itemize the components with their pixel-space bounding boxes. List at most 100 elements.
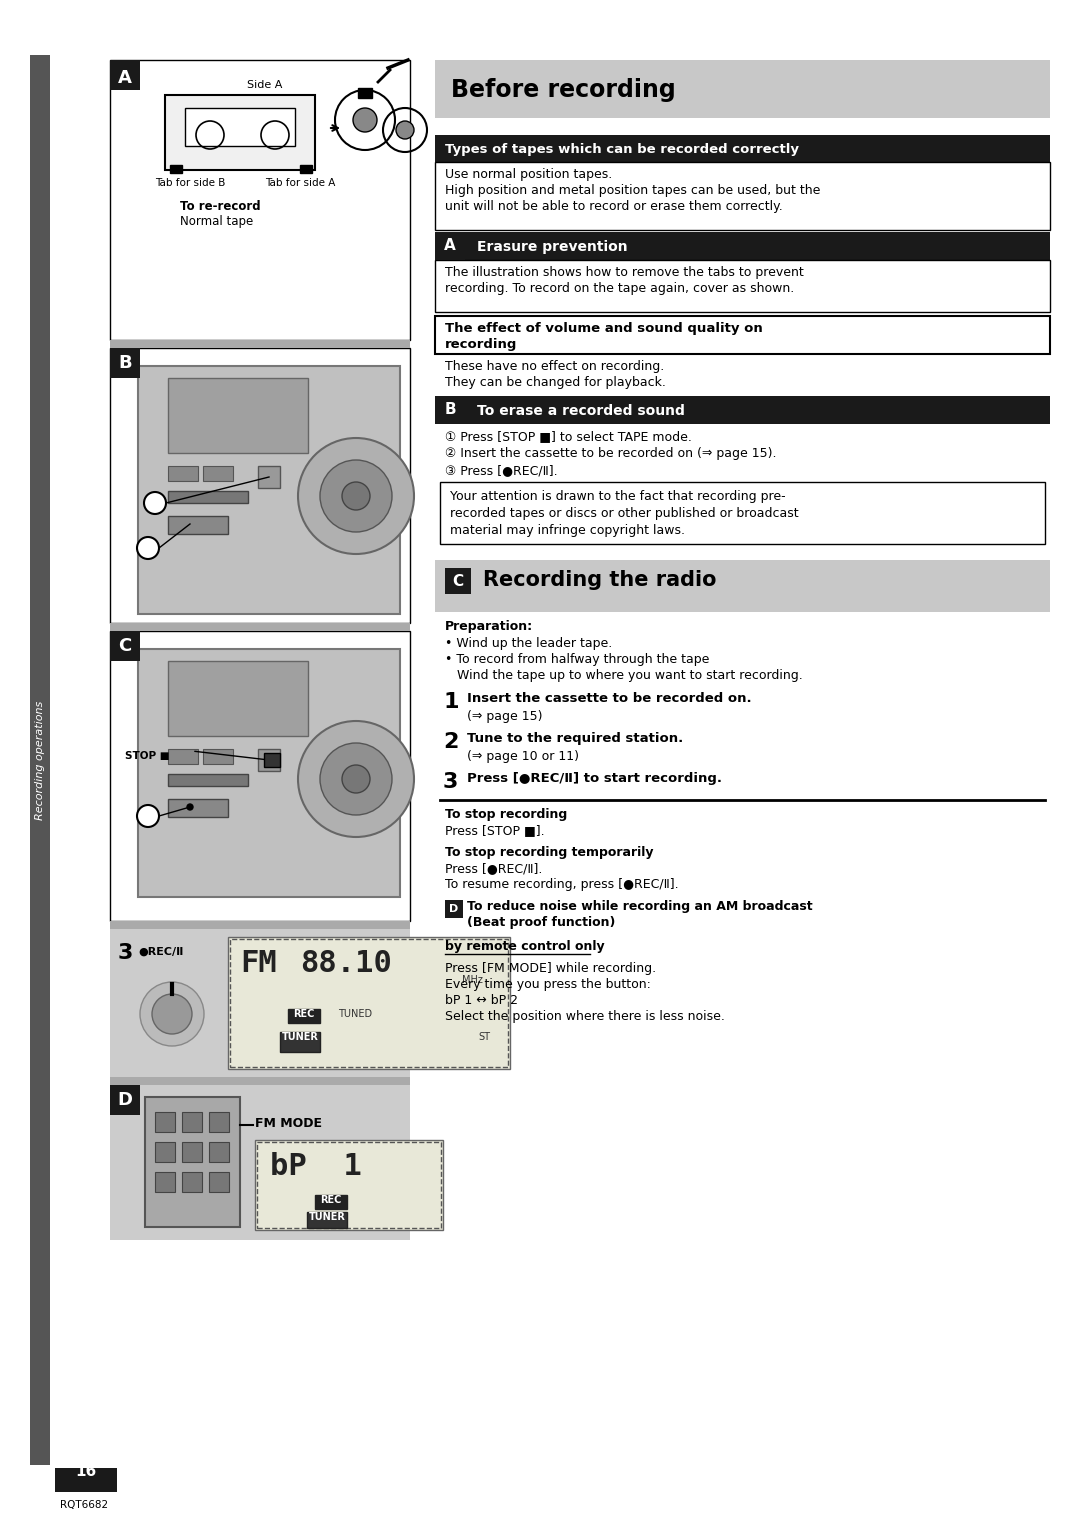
- Bar: [110, 631, 410, 921]
- Text: The effect of volume and sound quality on: The effect of volume and sound quality o…: [445, 322, 762, 336]
- Text: (⇒ page 10 or 11): (⇒ page 10 or 11): [467, 750, 579, 762]
- Text: Side A: Side A: [247, 79, 283, 90]
- Text: A: A: [118, 69, 132, 87]
- Text: bP 1 ↔ bP 2: bP 1 ↔ bP 2: [445, 994, 518, 1007]
- Text: Press [FM MODE] while recording.: Press [FM MODE] while recording.: [445, 962, 657, 974]
- Text: TUNED: TUNED: [338, 1010, 373, 1019]
- Text: RQT6682: RQT6682: [60, 1501, 108, 1510]
- Text: Types of tapes which can be recorded correctly: Types of tapes which can be recorded cor…: [445, 143, 799, 156]
- Circle shape: [342, 482, 370, 509]
- Bar: [168, 491, 248, 503]
- Text: Recording the radio: Recording the radio: [483, 570, 716, 590]
- Bar: [280, 1032, 320, 1052]
- Bar: [138, 366, 400, 615]
- Text: Preparation:: Preparation:: [445, 621, 534, 633]
- Bar: [192, 226, 268, 294]
- Bar: [30, 55, 50, 1466]
- Text: recording: recording: [445, 339, 517, 351]
- Text: Normal tape: Normal tape: [180, 215, 253, 229]
- Bar: [258, 749, 280, 772]
- Text: • Wind up the leader tape.: • Wind up the leader tape.: [445, 637, 612, 650]
- Bar: [435, 259, 1050, 313]
- Circle shape: [140, 982, 204, 1046]
- Circle shape: [137, 805, 159, 827]
- Circle shape: [298, 438, 414, 554]
- Bar: [110, 59, 140, 90]
- Bar: [435, 396, 465, 424]
- Bar: [228, 936, 510, 1069]
- Text: 3: 3: [443, 772, 458, 791]
- Bar: [435, 232, 1050, 259]
- Circle shape: [320, 461, 392, 532]
- Bar: [138, 650, 400, 897]
- Text: REC: REC: [294, 1010, 314, 1019]
- Bar: [168, 799, 228, 817]
- Circle shape: [342, 766, 370, 793]
- Text: They can be changed for playback.: They can be changed for playback.: [445, 377, 666, 389]
- Bar: [288, 1010, 320, 1023]
- Text: The illustration shows how to remove the tabs to prevent: The illustration shows how to remove the…: [445, 265, 804, 279]
- Text: REC: REC: [321, 1196, 341, 1205]
- Text: These have no effect on recording.: These have no effect on recording.: [445, 360, 664, 374]
- Bar: [168, 749, 198, 764]
- Bar: [440, 482, 1045, 544]
- Text: FM MODE: FM MODE: [255, 1116, 322, 1130]
- Text: C: C: [119, 637, 132, 656]
- Text: Press [STOP ■].: Press [STOP ■].: [445, 824, 544, 837]
- Text: Insert the cassette to be recorded on.: Insert the cassette to be recorded on.: [467, 692, 752, 705]
- Text: 3: 3: [118, 942, 133, 962]
- Bar: [255, 1141, 443, 1231]
- Text: B: B: [444, 403, 456, 418]
- Text: To resume recording, press [●REC/Ⅱ].: To resume recording, press [●REC/Ⅱ].: [445, 878, 678, 891]
- Text: Select the position where there is less noise.: Select the position where there is less …: [445, 1010, 725, 1023]
- Text: Tune to the required station.: Tune to the required station.: [467, 732, 684, 746]
- Text: 16: 16: [76, 1464, 96, 1479]
- Text: High position and metal position tapes can be used, but the: High position and metal position tapes c…: [445, 185, 821, 197]
- Bar: [110, 1077, 410, 1084]
- Text: unit will not be able to record or erase them correctly.: unit will not be able to record or erase…: [445, 200, 783, 214]
- Bar: [315, 1196, 347, 1209]
- Bar: [435, 59, 1050, 117]
- Circle shape: [144, 493, 166, 514]
- Text: To re-record: To re-record: [180, 200, 260, 214]
- Bar: [110, 1084, 140, 1115]
- Text: C: C: [453, 573, 463, 589]
- Bar: [230, 939, 508, 1068]
- Bar: [435, 560, 1050, 612]
- Text: D: D: [118, 1090, 133, 1109]
- Text: (Beat proof function): (Beat proof function): [467, 917, 616, 929]
- Text: 3: 3: [145, 543, 151, 554]
- Bar: [168, 467, 198, 480]
- Bar: [156, 1142, 175, 1162]
- Bar: [435, 396, 1050, 424]
- Bar: [168, 775, 248, 785]
- Text: • To record from halfway through the tape: • To record from halfway through the tap…: [445, 653, 710, 666]
- Text: 1: 1: [443, 692, 459, 712]
- Circle shape: [137, 537, 159, 560]
- Text: D: D: [449, 904, 459, 913]
- Text: Before recording: Before recording: [451, 78, 676, 102]
- Text: Erasure prevention: Erasure prevention: [477, 239, 627, 255]
- Text: TUNER: TUNER: [309, 1212, 346, 1222]
- Bar: [445, 900, 463, 918]
- Bar: [110, 631, 140, 660]
- Bar: [168, 660, 308, 737]
- Text: 1: 1: [151, 499, 159, 508]
- Bar: [307, 1212, 347, 1228]
- Text: STOP ■: STOP ■: [125, 750, 170, 761]
- Bar: [435, 232, 465, 259]
- Bar: [357, 88, 372, 98]
- Bar: [168, 515, 228, 534]
- Text: MHz: MHz: [462, 974, 483, 985]
- Bar: [110, 624, 410, 631]
- Bar: [110, 1084, 410, 1240]
- Bar: [170, 165, 183, 172]
- Text: ① Press [STOP ■] to select TAPE mode.: ① Press [STOP ■] to select TAPE mode.: [445, 430, 692, 442]
- Text: A: A: [444, 238, 456, 253]
- Text: 3: 3: [145, 811, 151, 820]
- Bar: [210, 1112, 229, 1132]
- Text: Use normal position tapes.: Use normal position tapes.: [445, 168, 612, 181]
- Text: TUNER: TUNER: [282, 1032, 319, 1042]
- Text: To stop recording temporarily: To stop recording temporarily: [445, 846, 653, 859]
- Bar: [110, 59, 410, 340]
